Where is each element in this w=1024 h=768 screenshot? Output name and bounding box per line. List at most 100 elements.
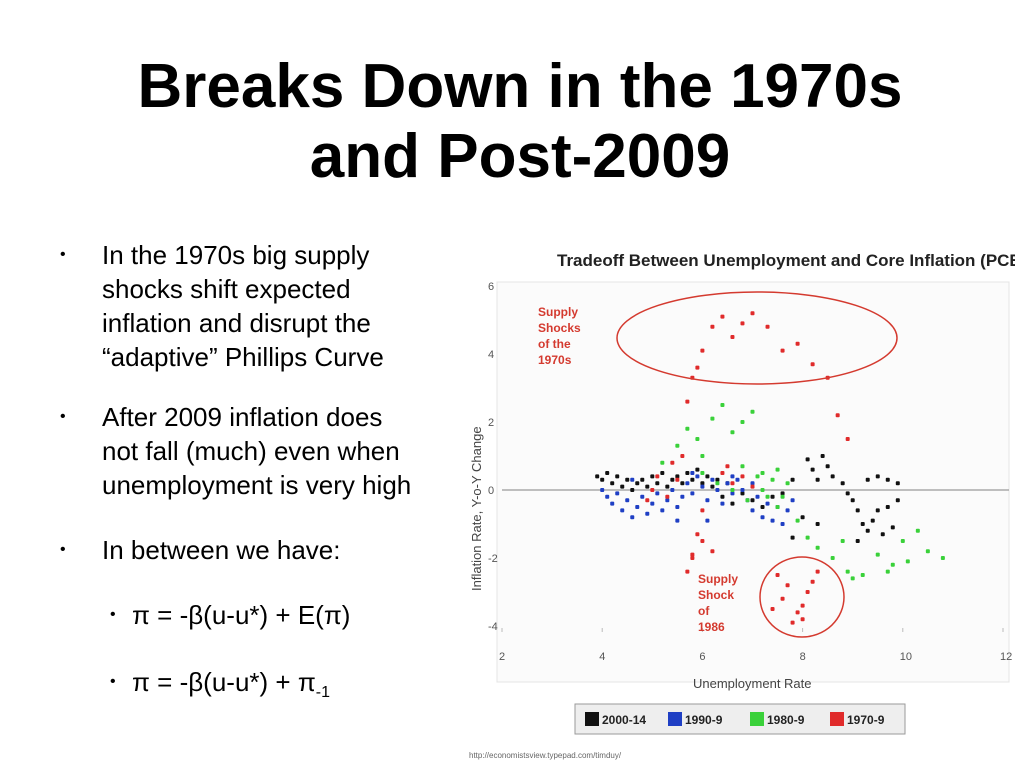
slide-title: Breaks Down in the 1970s and Post-2009 xyxy=(137,52,903,191)
point-2000-14 xyxy=(675,474,680,479)
point-1970-9 xyxy=(770,607,775,611)
point-2000-14 xyxy=(830,474,835,479)
point-1970-9 xyxy=(750,311,755,316)
point-1970-9 xyxy=(785,583,790,588)
point-2000-14 xyxy=(885,477,890,482)
y-tick-label: 0 xyxy=(488,485,494,497)
point-1980-9 xyxy=(660,460,665,465)
y-tick-label: -2 xyxy=(488,553,498,565)
point-1980-9 xyxy=(840,539,845,543)
point-1990-9 xyxy=(710,477,715,482)
point-2000-14 xyxy=(895,498,900,503)
point-2000-14 xyxy=(690,477,695,482)
point-2000-14 xyxy=(595,474,600,479)
point-1970-9 xyxy=(665,494,670,499)
legend-swatch-1970-9 xyxy=(830,712,844,726)
point-1980-9 xyxy=(885,569,890,574)
annotation-line: Supply xyxy=(538,305,578,319)
point-1990-9 xyxy=(700,484,705,489)
point-2000-14 xyxy=(605,471,610,475)
point-2000-14 xyxy=(805,457,810,462)
point-1990-9 xyxy=(645,511,650,516)
bullet-2-text: After 2009 inflation does not fall (much… xyxy=(102,402,412,500)
point-1970-9 xyxy=(700,348,705,353)
point-1990-9 xyxy=(730,474,735,479)
point-1980-9 xyxy=(860,573,865,577)
point-2000-14 xyxy=(640,477,645,482)
point-1970-9 xyxy=(795,341,800,346)
formula-text: π = -β(u-u*) + π xyxy=(132,667,316,697)
point-2000-14 xyxy=(610,481,615,486)
point-2000-14 xyxy=(860,522,865,526)
point-2000-14 xyxy=(790,477,795,482)
annotation-line: 1986 xyxy=(698,620,725,634)
point-1970-9 xyxy=(810,362,815,367)
point-1970-9 xyxy=(740,321,745,326)
legend-label-2000-14: 2000-14 xyxy=(602,713,646,727)
point-1970-9 xyxy=(815,569,820,574)
point-1980-9 xyxy=(875,552,880,557)
point-2000-14 xyxy=(870,518,875,523)
point-1990-9 xyxy=(755,494,760,499)
point-2000-14 xyxy=(600,477,605,482)
point-1990-9 xyxy=(760,515,765,520)
point-1980-9 xyxy=(780,494,785,499)
sub-bullet-1: • π = -β(u-u*) + E(π) xyxy=(110,598,350,632)
point-1990-9 xyxy=(655,491,660,496)
point-1970-9 xyxy=(765,324,770,329)
bullet-1: • In the 1970s big supply shocks shift e… xyxy=(60,238,460,374)
formula-subscript: -1 xyxy=(315,684,330,702)
point-1990-9 xyxy=(625,498,630,503)
y-tick-label: -4 xyxy=(488,621,498,633)
point-1970-9 xyxy=(690,552,695,557)
phillips-curve-chart: Tradeoff Between Unemployment and Core I… xyxy=(455,236,1015,766)
point-2000-14 xyxy=(880,532,885,537)
legend-swatch-1990-9 xyxy=(668,712,682,726)
point-2000-14 xyxy=(855,539,860,543)
point-1980-9 xyxy=(890,562,895,567)
point-1990-9 xyxy=(690,491,695,496)
point-1990-9 xyxy=(665,498,670,503)
point-1990-9 xyxy=(725,481,730,486)
point-2000-14 xyxy=(865,528,870,533)
point-1970-9 xyxy=(690,556,695,560)
annotation-line: Shock xyxy=(698,588,734,602)
legend-swatch-2000-14 xyxy=(585,712,599,726)
point-2000-14 xyxy=(800,515,805,520)
point-1980-9 xyxy=(710,416,715,421)
point-1990-9 xyxy=(630,477,635,482)
annotation-line: of the xyxy=(538,337,571,351)
point-1970-9 xyxy=(675,477,680,482)
point-1970-9 xyxy=(670,460,675,465)
sub-bullet-2: • π = -β(u-u*) + π-1 xyxy=(110,665,330,710)
point-1990-9 xyxy=(680,494,685,499)
point-1990-9 xyxy=(675,505,680,509)
point-1970-9 xyxy=(800,603,805,608)
point-2000-14 xyxy=(850,498,855,503)
point-1990-9 xyxy=(770,518,775,523)
x-tick-label: 2 xyxy=(499,651,505,663)
point-1990-9 xyxy=(705,518,710,523)
point-2000-14 xyxy=(815,477,820,482)
point-1980-9 xyxy=(730,488,735,492)
bullet-3: • In between we have: xyxy=(60,533,460,567)
point-1990-9 xyxy=(615,491,620,496)
point-2000-14 xyxy=(620,484,625,489)
point-1980-9 xyxy=(700,454,705,458)
point-1980-9 xyxy=(785,481,790,486)
point-2000-14 xyxy=(715,477,720,482)
point-1990-9 xyxy=(660,508,665,513)
y-tick-label: 6 xyxy=(488,281,494,293)
point-1980-9 xyxy=(850,576,855,581)
point-2000-14 xyxy=(865,477,870,482)
legend-label-1990-9: 1990-9 xyxy=(685,713,723,727)
point-1990-9 xyxy=(640,494,645,499)
point-1980-9 xyxy=(755,474,760,479)
point-2000-14 xyxy=(760,505,765,509)
legend-label-1970-9: 1970-9 xyxy=(847,713,885,727)
point-1970-9 xyxy=(680,454,685,458)
point-1980-9 xyxy=(760,488,765,492)
point-1970-9 xyxy=(650,488,655,492)
point-1990-9 xyxy=(790,498,795,503)
point-2000-14 xyxy=(710,484,715,489)
